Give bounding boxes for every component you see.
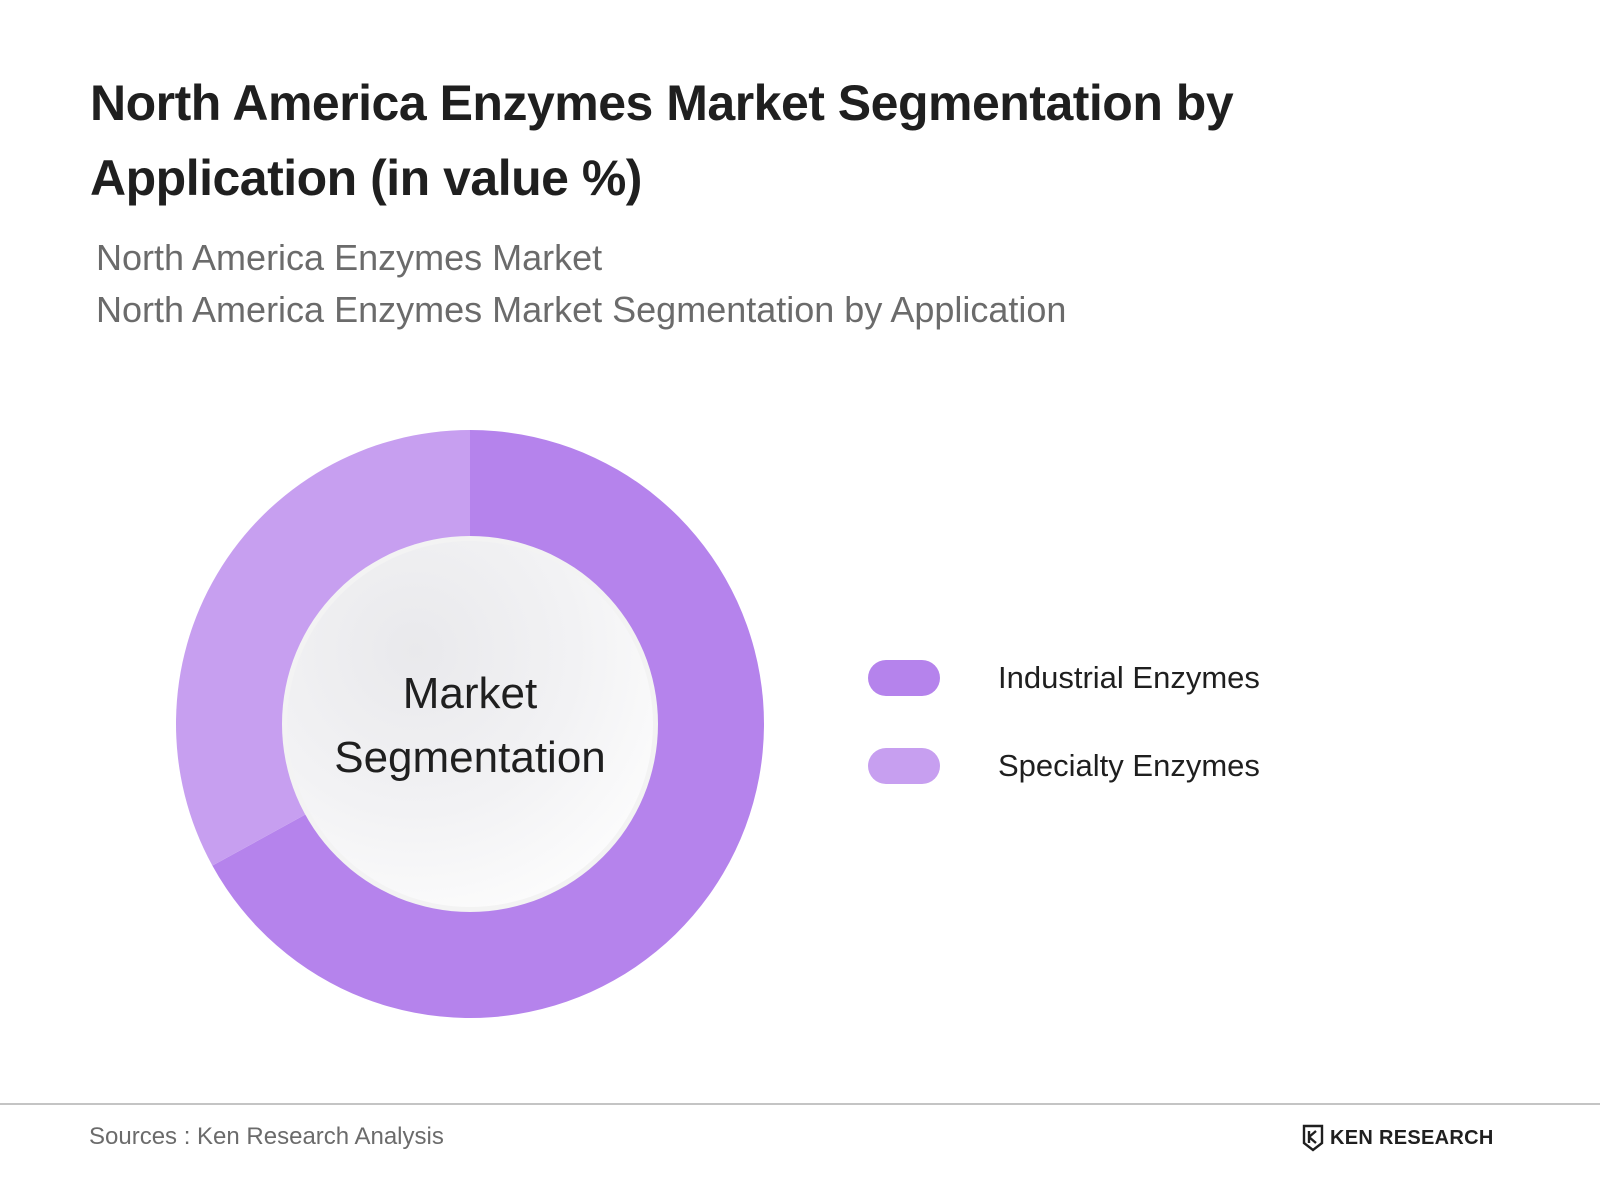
donut-center-label-line1: Market: [402, 669, 538, 718]
chart-subtitle-segmentation: North America Enzymes Market Segmentatio…: [96, 289, 1067, 330]
donut-center-label-line2: Segmentation: [334, 733, 606, 782]
footer-divider: [0, 1103, 1600, 1105]
donut-center-label: Market Segmentation: [285, 662, 655, 790]
legend-swatch-specialty-enzymes: [868, 748, 940, 784]
legend-label-specialty-enzymes: Specialty Enzymes: [998, 748, 1260, 783]
chart-subtitle-market: North America Enzymes Market: [96, 237, 603, 278]
brand-logo-block: KEN RESEARCH: [1302, 1124, 1494, 1152]
donut-hub: [287, 541, 653, 907]
ken-research-logo-icon: [1302, 1124, 1324, 1152]
source-note: Sources : Ken Research Analysis: [89, 1123, 444, 1150]
brand-name: KEN RESEARCH: [1330, 1126, 1494, 1149]
chart-title: North America Enzymes Market Segmentatio…: [90, 75, 1234, 206]
legend-swatch-industrial-enzymes: [868, 660, 940, 696]
legend-label-industrial-enzymes: Industrial Enzymes: [998, 660, 1260, 695]
